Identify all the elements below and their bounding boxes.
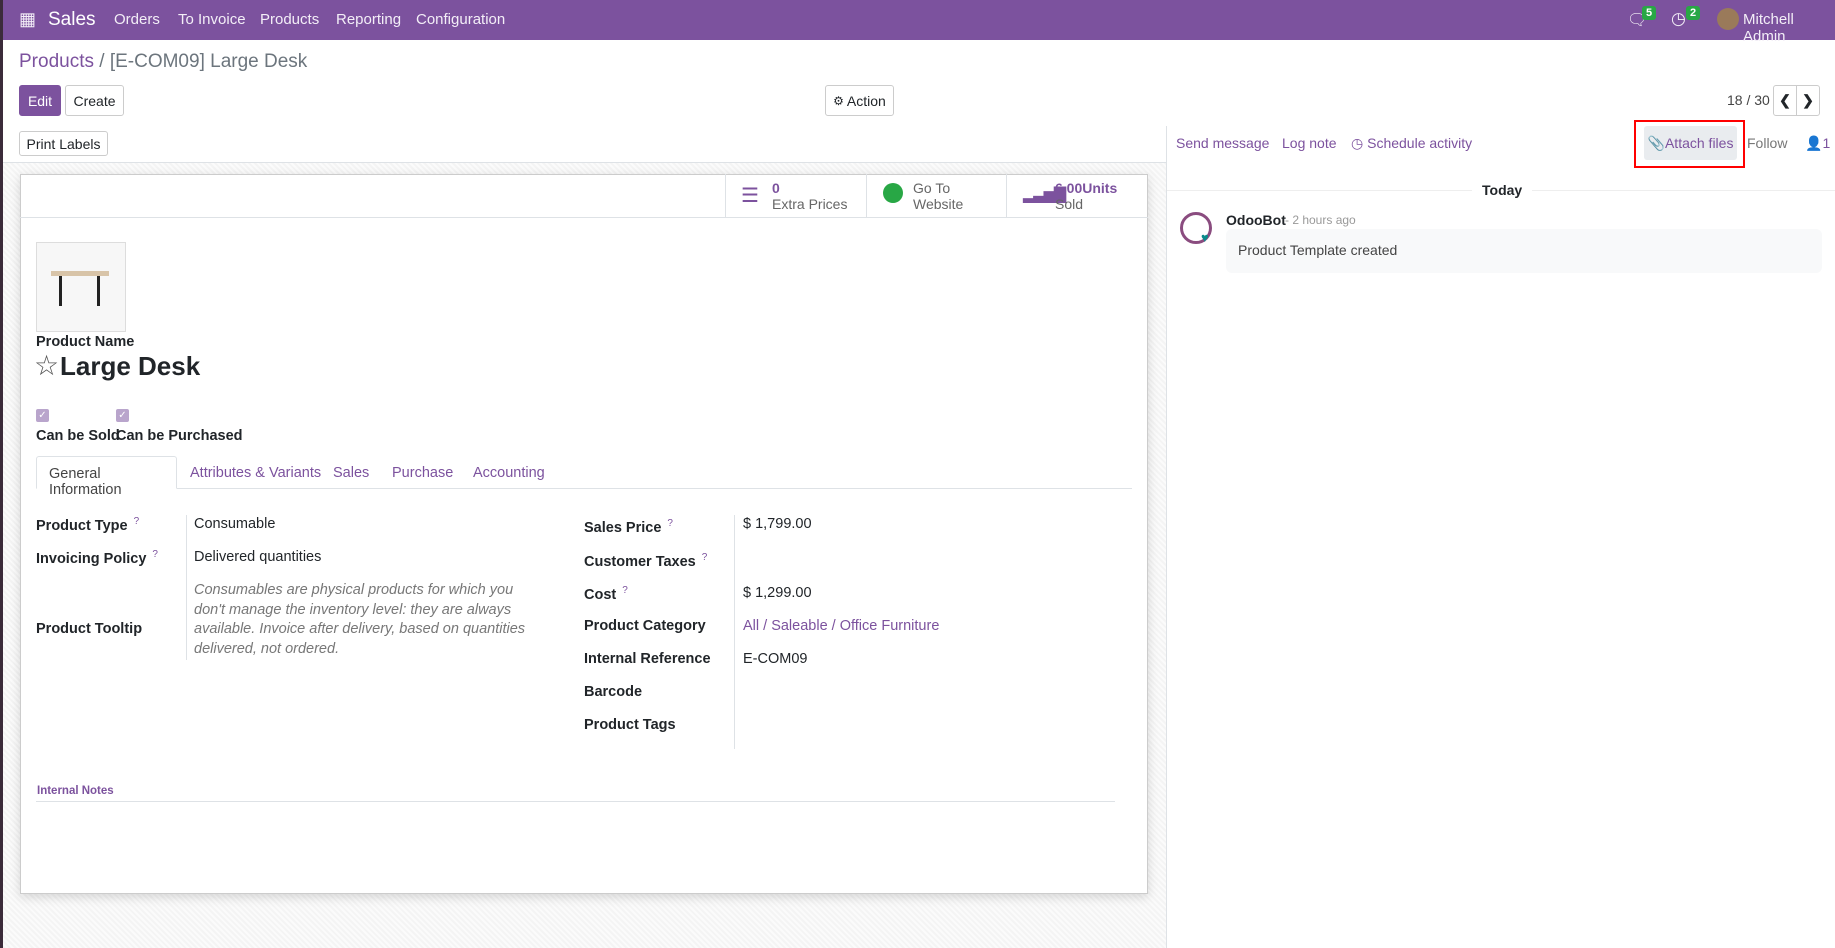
internal-notes-heading: Internal Notes (37, 785, 114, 797)
send-message-button[interactable]: Send message (1176, 135, 1270, 151)
stat-value: 0 (772, 180, 780, 196)
breadcrumb: Products / [E-COM09] Large Desk (19, 51, 307, 73)
apps-menu-icon[interactable]: ▦ (19, 9, 37, 29)
product-tooltip-value: Consumables are physical products for wh… (194, 582, 526, 657)
list-icon: ☰ (741, 185, 759, 207)
odoobot-avatar (1180, 212, 1212, 244)
window-edge (0, 0, 3, 948)
action-label: Action (846, 92, 886, 109)
attach-files-button[interactable]: 📎 Attach files (1644, 126, 1737, 160)
barcode-label: Barcode (584, 684, 643, 700)
internal-reference-value[interactable]: E-COM09 (743, 651, 808, 667)
field-separator (186, 515, 187, 660)
followers-button[interactable]: 👤1 (1805, 135, 1831, 151)
sales-price-value[interactable]: $ 1,799.00 (743, 516, 812, 532)
extra-prices-button[interactable]: ☰ 0 Extra Prices (725, 174, 866, 218)
sales-price-label: Sales Price? (584, 518, 673, 536)
can-be-purchased-label: Can be Purchased (116, 428, 243, 444)
menu-products[interactable]: Products (260, 11, 320, 28)
status-bar (3, 126, 1166, 163)
internal-reference-label: Internal Reference (584, 651, 711, 667)
product-name-label: Product Name (36, 334, 135, 350)
product-category-label: Product Category (584, 618, 706, 634)
chatter-divider (1166, 126, 1167, 948)
breadcrumb-separator: / (99, 51, 105, 72)
app-name[interactable]: Sales (48, 9, 96, 30)
product-name: Large Desk (60, 351, 201, 381)
message-time: - 2 hours ago (1285, 213, 1356, 227)
edit-button[interactable]: Edit (19, 85, 61, 116)
product-type-label: Product Type? (36, 516, 140, 534)
stat-label: Extra Prices (772, 196, 848, 212)
cost-value[interactable]: $ 1,299.00 (743, 585, 812, 601)
breadcrumb-current: [E-COM09] Large Desk (109, 51, 308, 72)
signal-bars-icon: ▂▃▅▇ (1023, 186, 1066, 203)
can-be-sold-checkbox[interactable]: ✓ (36, 409, 49, 422)
invoicing-policy-label: Invoicing Policy? (36, 549, 158, 567)
desk-leg (97, 276, 100, 306)
user-avatar[interactable] (1717, 8, 1739, 30)
tab-purchase[interactable]: Purchase (392, 465, 454, 481)
field-separator (734, 515, 735, 749)
message-body: Product Template created (1226, 229, 1822, 273)
invoicing-policy-value[interactable]: Delivered quantities (194, 549, 322, 565)
clock-icon: ◷ (1351, 135, 1368, 151)
stat-label: Sold (1055, 196, 1084, 212)
day-label: Today (1472, 182, 1533, 198)
stat-label: Website (913, 196, 964, 212)
product-category-link[interactable]: All / Saleable / Office Furniture (743, 618, 940, 634)
pager-value[interactable]: 18 / 30 (1727, 92, 1770, 108)
product-tooltip-label: Product Tooltip (36, 621, 143, 637)
go-to-website-button[interactable]: Go To Website (866, 174, 1006, 218)
top-navbar: ▦ Sales Orders To Invoice Products Repor… (3, 0, 1835, 45)
tab-attributes-variants[interactable]: Attributes & Variants (190, 465, 322, 481)
print-labels-button[interactable]: Print Labels (19, 131, 108, 156)
activity-clock-icon[interactable]: ◷ (1671, 9, 1686, 28)
globe-icon (883, 183, 903, 203)
stat-value: Go To (913, 180, 951, 196)
gear-icon: ⚙ (833, 93, 844, 108)
create-button[interactable]: Create (65, 85, 124, 116)
tab-accounting[interactable]: Accounting (473, 465, 545, 481)
breadcrumb-products[interactable]: Products (19, 51, 94, 72)
favorite-star-icon[interactable]: ☆ (34, 350, 60, 381)
button-box-divider (20, 217, 1148, 218)
menu-configuration[interactable]: Configuration (416, 11, 506, 28)
tabs-divider (36, 488, 1132, 489)
follow-button[interactable]: Follow (1747, 135, 1788, 151)
highlight-box (1634, 120, 1745, 168)
menu-reporting[interactable]: Reporting (336, 11, 402, 28)
user-name[interactable]: Mitchell Admin (1743, 11, 1794, 45)
stat-value: 6.00Units (1055, 180, 1118, 196)
schedule-activity-button[interactable]: ◷ Schedule activity (1351, 135, 1473, 151)
units-sold-button[interactable]: ▂▃▅▇ 6.00Units Sold (1006, 174, 1148, 218)
product-tags-label: Product Tags (584, 717, 676, 733)
desk-top (51, 271, 109, 276)
product-image[interactable] (36, 242, 126, 332)
tab-sales[interactable]: Sales (333, 465, 370, 481)
paperclip-icon: 📎 (1647, 134, 1665, 151)
log-note-button[interactable]: Log note (1282, 135, 1337, 151)
can-be-sold-label: Can be Sold (36, 428, 120, 444)
menu-to-invoice[interactable]: To Invoice (178, 11, 246, 28)
pager-previous-button[interactable]: ❮ (1773, 85, 1797, 116)
customer-taxes-label: Customer Taxes? (584, 552, 708, 570)
can-be-purchased-checkbox[interactable]: ✓ (116, 409, 129, 422)
message-author: OdooBot (1226, 212, 1286, 228)
heart-icon: ♥ (1201, 230, 1209, 245)
desk-leg (59, 276, 62, 306)
activities-badge: 2 (1686, 6, 1701, 20)
person-icon: 👤 (1805, 135, 1823, 151)
form-sheet (20, 174, 1148, 894)
messages-badge: 5 (1642, 6, 1657, 20)
menu-orders[interactable]: Orders (114, 11, 160, 28)
tab-general-information[interactable]: General Information (36, 456, 177, 498)
cost-label: Cost? (584, 585, 628, 603)
action-button[interactable]: ⚙ Action (825, 85, 894, 116)
pager-next-button[interactable]: ❯ (1796, 85, 1820, 116)
product-type-value[interactable]: Consumable (194, 516, 276, 532)
internal-notes-divider (36, 801, 1115, 802)
